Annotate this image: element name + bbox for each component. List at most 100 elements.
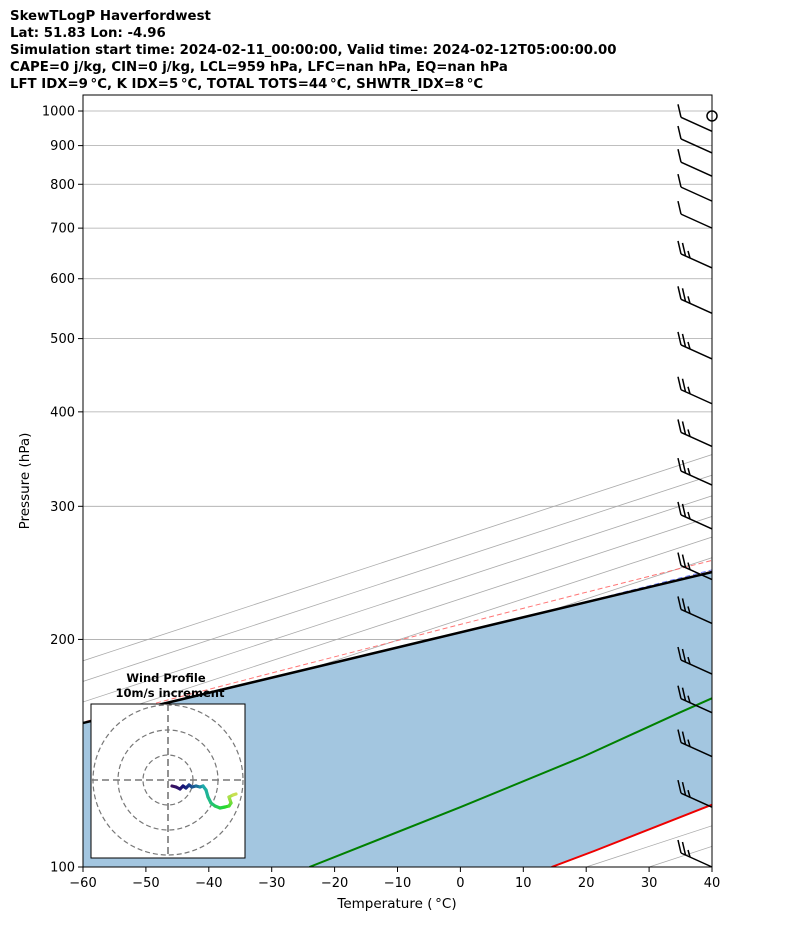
cape-line: CAPE=0 j/kg, CIN=0 j/kg, LCL=959 hPa, LF… xyxy=(10,60,508,75)
barb-shaft xyxy=(680,852,713,868)
isotherm-line xyxy=(83,474,712,682)
parcel-profile-line xyxy=(83,570,712,725)
y-tick-label: 900 xyxy=(50,139,75,154)
wind-barb xyxy=(677,457,713,486)
barb-half-flag xyxy=(687,341,691,350)
location-line: Lat: 51.83 Lon: -4.96 xyxy=(10,26,166,41)
indices-line: LFT IDX=9 °C, K IDX=5 °C, TOTAL TOTS=44 … xyxy=(10,77,484,92)
barb-shaft xyxy=(680,698,713,714)
barb-flag xyxy=(681,378,687,392)
x-tick-label: −60 xyxy=(69,876,96,891)
barb-shaft xyxy=(680,138,713,154)
barb-flag xyxy=(677,286,682,300)
wind-barb xyxy=(677,646,713,675)
barb-shaft xyxy=(680,470,713,486)
wind-barb xyxy=(677,552,713,581)
x-tick-label: −10 xyxy=(384,876,411,891)
axes: −60 −50 −40 −30 −20 −10 0 10 20 30 40 1000 900 800 700… xyxy=(42,105,720,891)
barb-shaft xyxy=(680,608,713,625)
barb-flag xyxy=(681,459,687,474)
isotherm-line xyxy=(711,866,712,867)
wind-barb xyxy=(677,729,713,758)
y-tick-label: 300 xyxy=(50,500,75,515)
wind-barb xyxy=(677,286,713,315)
barb-flag xyxy=(681,598,687,612)
barb-shaft xyxy=(680,564,713,581)
chart-header: SkewTLogP Haverfordwest Lat: 51.83 Lon: … xyxy=(10,8,617,93)
wind-barb xyxy=(677,149,713,177)
barb-shaft xyxy=(680,186,713,202)
barb-shaft xyxy=(680,344,713,360)
barb-flag xyxy=(681,781,687,796)
barb-flag xyxy=(681,841,687,856)
barb-flag xyxy=(677,646,682,661)
isotherm-line xyxy=(83,454,712,662)
barb-half-flag xyxy=(687,656,691,665)
barb-shaft xyxy=(680,213,713,229)
barb-shaft xyxy=(680,431,713,448)
barb-flag xyxy=(677,779,682,794)
y-tick-label: 600 xyxy=(50,272,75,287)
barb-shaft xyxy=(680,792,713,808)
wind-barb xyxy=(677,779,713,808)
barb-shaft xyxy=(680,389,713,405)
barb-flag xyxy=(677,173,682,188)
barb-flag xyxy=(677,331,682,346)
barb-flag xyxy=(677,596,682,610)
barb-flag xyxy=(677,104,682,118)
barb-flag xyxy=(677,200,682,215)
barb-flag xyxy=(677,501,682,516)
wind-barbs xyxy=(677,104,718,868)
barb-shaft xyxy=(680,161,713,177)
wind-barb xyxy=(677,419,713,448)
wind-barb xyxy=(677,125,713,154)
hodograph: Wind Profile 10m/s increment xyxy=(90,671,246,859)
y-tick-label: 800 xyxy=(50,178,75,193)
y-tick-label: 100 xyxy=(50,861,75,876)
wind-barb xyxy=(677,331,713,360)
x-tick-label: −50 xyxy=(132,876,159,891)
hodograph-subtitle: 10m/s increment xyxy=(116,686,225,700)
barb-flag xyxy=(677,685,682,699)
barb-half-flag xyxy=(687,511,691,520)
barb-shaft xyxy=(680,659,713,675)
barb-flag xyxy=(681,288,687,302)
barb-flag xyxy=(681,648,687,663)
barb-flag xyxy=(677,149,682,163)
x-tick-label: 0 xyxy=(456,876,464,891)
barb-shaft xyxy=(680,298,713,315)
barb-half-flag xyxy=(687,429,691,437)
x-tick-label: 20 xyxy=(578,876,595,891)
x-tick-label: 30 xyxy=(641,876,658,891)
barb-half-flag xyxy=(687,250,691,259)
barb-flag xyxy=(677,419,682,433)
barb-flag xyxy=(681,731,687,745)
barb-flag xyxy=(681,503,687,518)
barb-flag xyxy=(681,333,687,348)
barb-flag xyxy=(677,552,682,566)
barb-flag xyxy=(681,421,687,435)
barb-half-flag xyxy=(687,606,691,614)
chart-title: SkewTLogP Haverfordwest xyxy=(10,9,211,24)
barb-shaft xyxy=(680,253,713,269)
barb-half-flag xyxy=(687,562,691,570)
wind-barb xyxy=(677,173,713,202)
wind-barb xyxy=(677,376,713,405)
x-tick-label: 40 xyxy=(704,876,721,891)
barb-flag xyxy=(681,687,687,701)
wind-barb xyxy=(677,501,713,530)
barb-flag xyxy=(677,125,682,140)
wind-barb xyxy=(677,839,713,868)
barb-flag xyxy=(677,839,682,854)
y-tick-label: 400 xyxy=(50,405,75,420)
wind-barb xyxy=(677,596,713,625)
barb-flag xyxy=(677,457,682,472)
wind-barb xyxy=(677,240,713,269)
barb-flag xyxy=(677,240,682,255)
wind-barb xyxy=(677,200,713,229)
barb-half-flag xyxy=(687,789,691,798)
time-line: Simulation start time: 2024-02-11_00:00:… xyxy=(10,43,617,58)
hodograph-trace xyxy=(231,792,238,797)
barb-half-flag xyxy=(687,386,691,394)
